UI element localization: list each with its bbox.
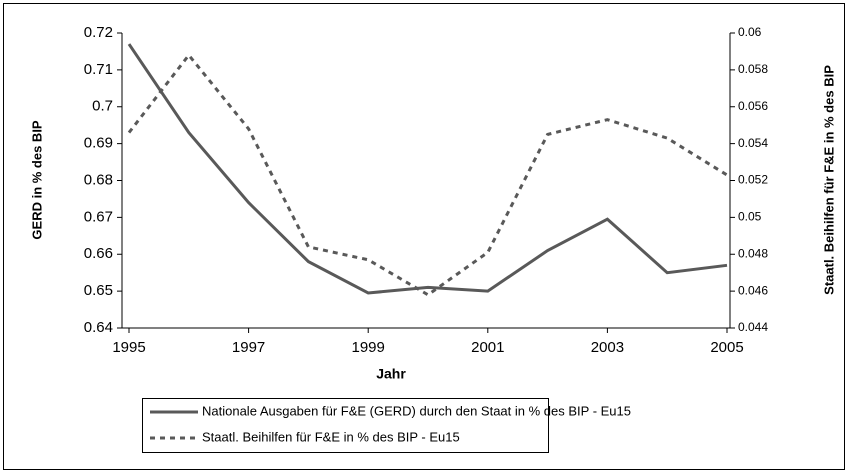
y2-tick-label: 0.048 [738,246,768,260]
x-tick-label: 1999 [352,339,385,356]
x-tick-label: 1995 [112,339,145,356]
y-tick-label: 0.66 [84,245,113,262]
y-tick-label: 0.69 [84,135,113,152]
x-tick-label: 1997 [232,339,265,356]
series-line [127,52,728,297]
y-tick-label: 0.65 [84,282,113,299]
y2-tick-label: 0.046 [738,283,768,297]
y2-tick-label: 0.054 [738,136,768,150]
y2-tick-label: 0.044 [738,320,768,334]
y-tick-label: 0.64 [84,319,113,336]
y2-tick-label: 0.052 [738,173,768,187]
y-tick-label: 0.67 [84,208,113,225]
y-axis-label: GERD in % des BIP [29,120,44,240]
x-tick-label: 2001 [471,339,504,356]
y2-tick-label: 0.06 [738,25,762,39]
x-tick-label: 2005 [710,339,743,356]
y-tick-label: 0.68 [84,171,113,188]
x-tick-label: 2003 [591,339,624,356]
legend-label: Staatl. Beihilfen für F&E in % des BIP -… [202,429,460,444]
y-tick-label: 0.71 [84,61,113,78]
series-line [127,43,728,295]
y-tick-label: 0.7 [92,98,113,115]
y2-axis-label: Staatl. Beihilfen für F&E in % des BIP [821,65,836,295]
x-axis-label: Jahr [376,366,406,382]
y2-tick-label: 0.056 [738,99,768,113]
legend [142,398,549,453]
y2-tick-label: 0.05 [738,210,762,224]
chart-frame [3,3,845,470]
y2-tick-label: 0.058 [738,62,768,76]
y-tick-label: 0.72 [84,24,113,41]
legend-label: Nationale Ausgaben für F&E (GERD) durch … [202,403,631,418]
